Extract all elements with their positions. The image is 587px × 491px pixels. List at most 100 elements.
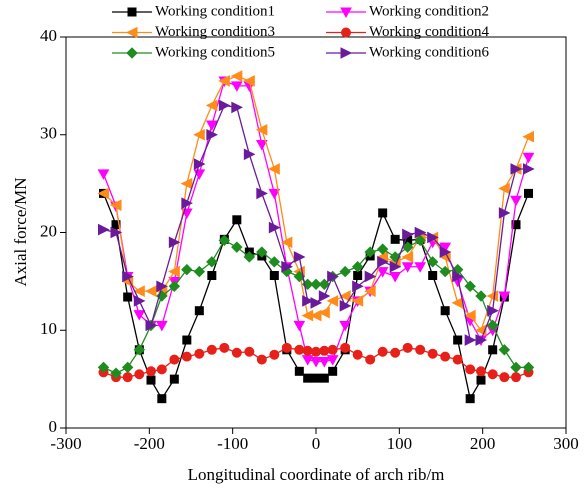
- marker: [294, 366, 304, 376]
- x-tick-label: 300: [553, 434, 579, 453]
- marker: [205, 120, 218, 132]
- marker: [281, 342, 292, 353]
- marker: [511, 220, 521, 230]
- marker: [180, 177, 193, 190]
- marker: [389, 260, 402, 273]
- legend-label: Working condition2: [369, 3, 489, 19]
- y-tick-label: 10: [40, 319, 57, 338]
- marker: [169, 354, 180, 365]
- marker: [156, 364, 167, 375]
- marker: [319, 373, 329, 383]
- marker: [230, 81, 243, 92]
- x-tick-label: 200: [470, 434, 496, 453]
- marker: [498, 291, 511, 303]
- marker: [376, 243, 389, 255]
- marker: [243, 148, 256, 161]
- marker: [465, 394, 475, 404]
- marker: [194, 306, 204, 316]
- marker: [439, 246, 452, 258]
- marker: [256, 187, 268, 200]
- marker: [123, 292, 133, 302]
- marker: [232, 215, 242, 225]
- marker: [133, 285, 145, 297]
- y-tick-label: 0: [49, 417, 58, 436]
- legend-item: Working condition6: [326, 44, 490, 60]
- y-tick-label: 40: [40, 26, 57, 45]
- marker: [133, 310, 146, 321]
- marker: [134, 369, 145, 380]
- marker: [488, 345, 498, 355]
- marker: [182, 335, 192, 345]
- marker: [364, 270, 377, 283]
- marker: [522, 152, 535, 164]
- marker: [364, 285, 376, 297]
- marker: [243, 251, 256, 263]
- legend-item: Working condition1: [112, 3, 275, 19]
- marker: [168, 280, 181, 292]
- marker: [340, 342, 351, 353]
- legend-marker: [127, 7, 137, 17]
- marker: [293, 320, 306, 332]
- marker: [440, 351, 451, 362]
- marker: [310, 278, 322, 291]
- marker: [256, 246, 268, 258]
- marker: [207, 271, 217, 281]
- marker: [97, 187, 109, 200]
- marker: [465, 364, 476, 375]
- marker: [499, 372, 510, 383]
- marker: [218, 99, 231, 112]
- marker: [181, 351, 192, 362]
- marker: [428, 271, 438, 281]
- marker: [523, 163, 535, 175]
- legend-label: Working condition5: [155, 44, 275, 60]
- legend: Working condition1 Working condition2 Work…: [112, 3, 490, 60]
- marker: [339, 300, 352, 312]
- marker: [318, 290, 331, 302]
- marker: [311, 346, 321, 357]
- marker: [377, 256, 389, 268]
- marker: [415, 344, 426, 355]
- marker: [453, 335, 463, 345]
- marker: [193, 158, 206, 170]
- marker: [145, 319, 158, 332]
- x-tick-label: 100: [387, 434, 413, 453]
- marker: [464, 334, 477, 346]
- marker: [302, 295, 314, 307]
- marker: [268, 221, 281, 234]
- marker: [427, 348, 438, 359]
- legend-marker: [126, 47, 138, 59]
- marker: [110, 226, 123, 239]
- marker: [97, 169, 110, 180]
- marker: [144, 285, 157, 297]
- marker: [390, 347, 401, 358]
- marker: [452, 354, 463, 365]
- marker: [181, 263, 193, 276]
- y-tick-label: 30: [40, 124, 57, 143]
- marker: [511, 372, 521, 383]
- marker: [218, 75, 230, 87]
- y-axis-label: Axial force/MN: [11, 177, 30, 286]
- legend-item: Working condition4: [326, 24, 490, 40]
- marker: [146, 375, 156, 385]
- marker: [487, 304, 499, 317]
- marker: [302, 345, 313, 356]
- marker: [339, 290, 351, 302]
- marker: [389, 271, 402, 283]
- y-tick-label: 20: [40, 221, 57, 240]
- marker: [486, 319, 499, 332]
- marker: [244, 346, 255, 357]
- marker: [110, 367, 122, 379]
- marker: [451, 297, 464, 309]
- marker: [476, 375, 486, 385]
- marker: [268, 188, 281, 200]
- marker: [327, 270, 339, 283]
- marker: [218, 234, 231, 247]
- legend-label: Working condition4: [369, 24, 490, 40]
- marker: [510, 195, 522, 207]
- marker: [498, 344, 511, 356]
- marker: [414, 226, 427, 239]
- marker: [206, 256, 218, 268]
- marker: [475, 290, 487, 302]
- marker: [401, 262, 414, 273]
- marker: [111, 220, 121, 230]
